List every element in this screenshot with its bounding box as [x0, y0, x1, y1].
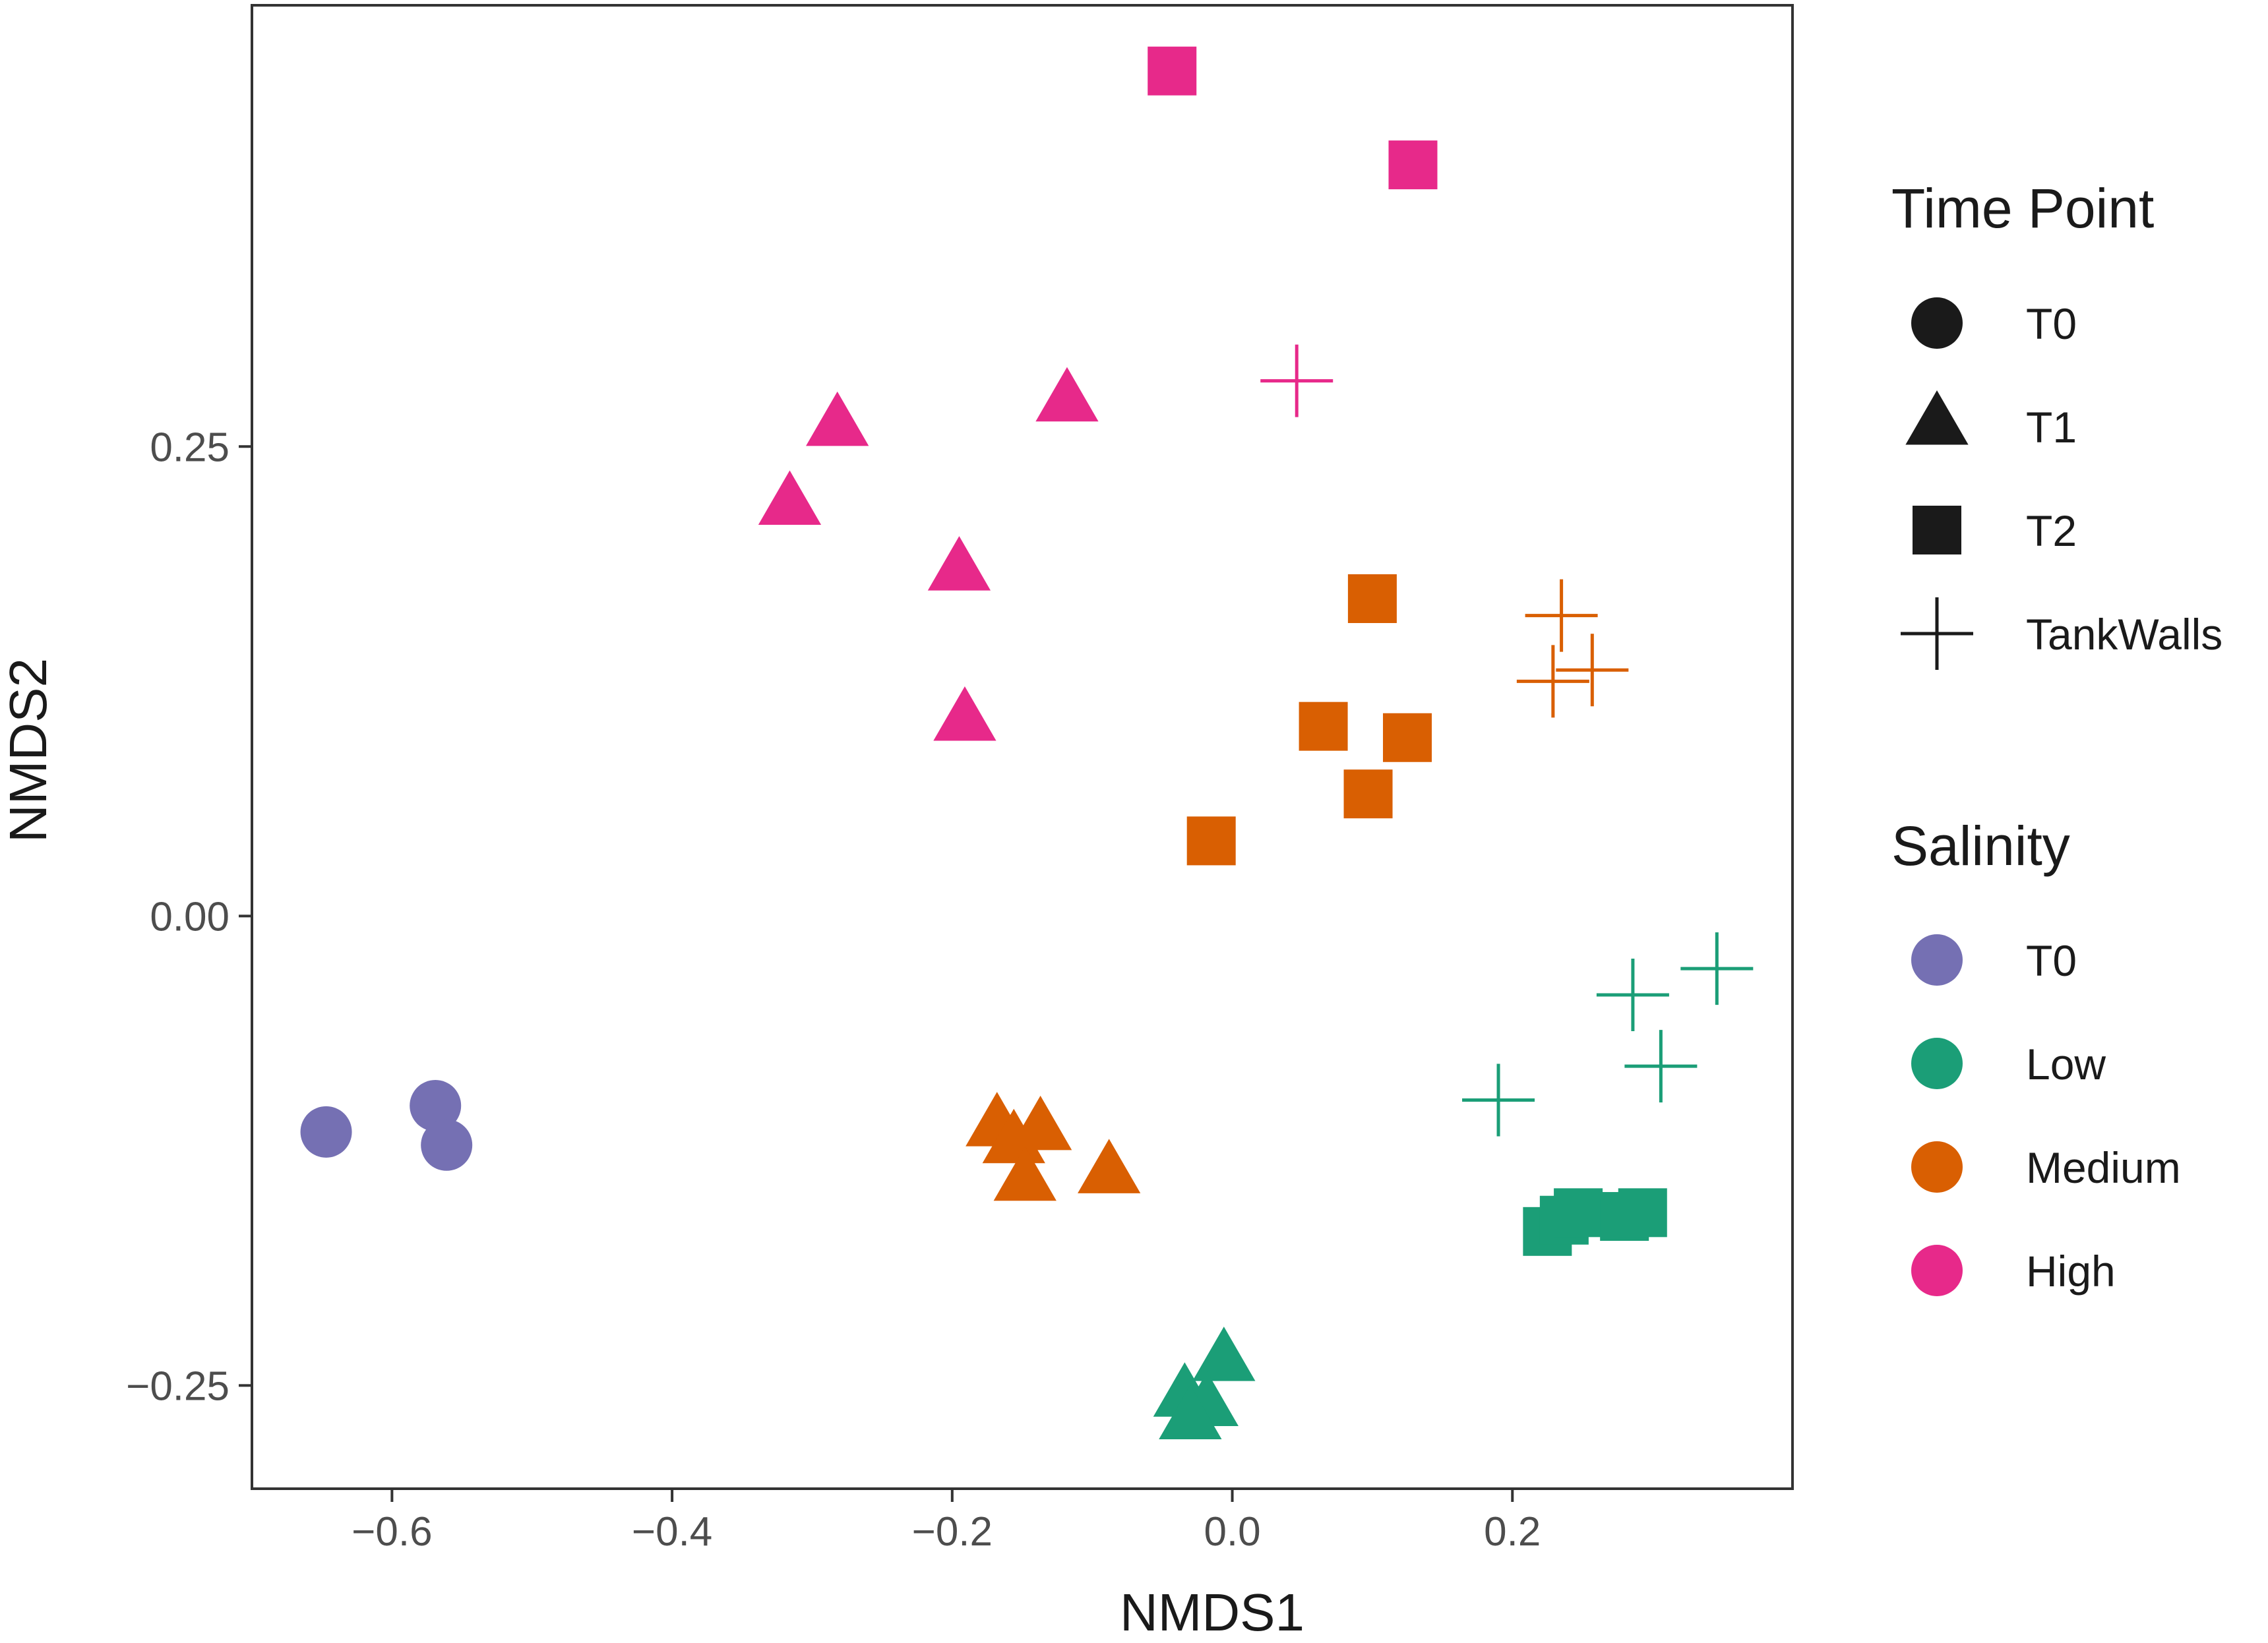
- data-point-square-medium: [1186, 816, 1236, 866]
- data-point-circle-t0: [421, 1119, 473, 1171]
- data-point-cross-low: [1624, 1030, 1698, 1103]
- x-tick-label: −0.4: [632, 1509, 712, 1555]
- legend: Time Point T0 T1 T2 TankWalls Salinity T…: [1891, 177, 2222, 1296]
- legend-label-time-t2: T2: [2026, 506, 2077, 555]
- data-point-square-medium: [1383, 713, 1432, 762]
- data-point-square-medium: [1299, 702, 1348, 751]
- data-point-triangle-high: [927, 536, 991, 591]
- data-point-triangle-medium: [993, 1146, 1057, 1201]
- x-tick-label: 0.2: [1484, 1509, 1541, 1555]
- legend-label-salinity-t0: T0: [2026, 936, 2077, 985]
- data-point-triangle-low: [1159, 1385, 1222, 1439]
- data-point-triangle-high: [933, 686, 996, 741]
- x-tick-label: −0.6: [352, 1509, 432, 1555]
- legend-key-tankwalls: [1901, 597, 1973, 670]
- data-point-triangle-high: [1035, 367, 1099, 422]
- axes: −0.6 −0.4 −0.2 0.0 0.2 −0.25 0.00 0.25: [126, 4, 1794, 1555]
- y-tick-label: −0.25: [126, 1363, 230, 1409]
- legend-title-salinity: Salinity: [1891, 815, 2070, 877]
- y-tick-label: 0.00: [150, 894, 230, 940]
- y-axis-title: NMDS2: [0, 658, 57, 843]
- data-point-square-high: [1388, 140, 1438, 190]
- legend-key-t2: [1913, 506, 1961, 554]
- data-point-triangle-high: [758, 470, 822, 525]
- data-point-cross-medium: [1556, 634, 1629, 707]
- legend-label-salinity-high: High: [2026, 1247, 2116, 1296]
- data-point-triangle-medium: [1078, 1139, 1141, 1193]
- y-tick-label: 0.25: [150, 425, 230, 470]
- legend-label-salinity-medium: Medium: [2026, 1143, 2181, 1192]
- panel-border: [251, 4, 1794, 1490]
- legend-key-salinity-medium: [1911, 1141, 1963, 1193]
- data-point-triangle-high: [806, 391, 869, 446]
- legend-key-t0: [1911, 297, 1963, 349]
- legend-key-salinity-t0: [1911, 934, 1963, 986]
- x-axis-title: NMDS1: [1120, 1583, 1304, 1642]
- legend-label-time-t0: T0: [2026, 299, 2077, 348]
- data-point-cross-medium: [1516, 645, 1589, 718]
- data-point-cross-low: [1596, 958, 1669, 1031]
- data-point-cross-medium: [1525, 579, 1598, 652]
- data-point-circle-t0: [300, 1106, 352, 1158]
- data-point-triangle-low: [1192, 1327, 1256, 1381]
- legend-label-salinity-low: Low: [2026, 1040, 2106, 1089]
- data-point-triangle-medium: [1008, 1095, 1072, 1150]
- plot-area: [300, 46, 1754, 1439]
- data-point-square-low: [1618, 1188, 1667, 1238]
- data-point-square-medium: [1347, 574, 1397, 623]
- legend-key-salinity-low: [1911, 1038, 1963, 1089]
- legend-title-time-point: Time Point: [1891, 177, 2154, 239]
- data-point-cross-low: [1680, 932, 1754, 1005]
- data-point-circle-t0: [410, 1079, 462, 1131]
- data-point-square-medium: [1343, 769, 1393, 819]
- legend-key-salinity-high: [1911, 1245, 1963, 1296]
- legend-key-t1: [1905, 390, 1969, 445]
- x-tick-label: 0.0: [1204, 1509, 1260, 1555]
- x-tick-label: −0.2: [912, 1509, 993, 1555]
- legend-label-time-tankwalls: TankWalls: [2026, 610, 2222, 659]
- data-point-cross-low: [1462, 1063, 1535, 1137]
- data-point-cross-high: [1260, 344, 1333, 417]
- data-point-square-low: [1554, 1188, 1603, 1238]
- legend-label-time-t1: T1: [2026, 403, 2077, 452]
- data-point-square-high: [1148, 46, 1197, 96]
